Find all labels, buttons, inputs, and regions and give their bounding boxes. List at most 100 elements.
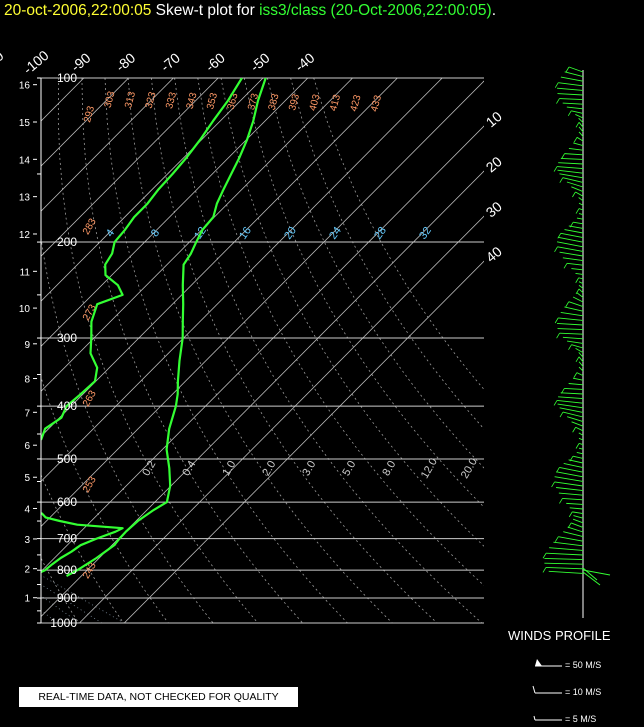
dry-adiabat-label: 313 <box>123 90 138 109</box>
wind-barb <box>566 106 584 110</box>
wind-barb <box>578 197 584 202</box>
wind-barb <box>572 455 584 459</box>
wind-barb <box>578 288 584 294</box>
wind-barb-flag <box>573 137 578 143</box>
wind-barb-flag <box>563 263 568 269</box>
winds-profile-title: WINDS PROFILE <box>508 628 611 643</box>
dry-adiabat-line <box>290 78 484 430</box>
wind-barb <box>557 322 584 326</box>
dry-adiabat-label: 293 <box>82 104 97 123</box>
wind-barb <box>544 562 584 565</box>
dry-adiabat-line <box>243 78 484 508</box>
wind-barb <box>571 110 584 114</box>
wind-barb <box>571 421 584 427</box>
wind-barb <box>559 332 584 335</box>
wind-barb <box>578 443 584 446</box>
wind-barb <box>558 396 584 400</box>
isotherm-line <box>41 78 174 212</box>
wind-barb-flag <box>568 511 573 518</box>
wind-barb <box>560 157 584 160</box>
wind-barb <box>578 356 584 363</box>
wind-barb <box>568 66 584 73</box>
wind-barb <box>576 217 584 220</box>
pressure-label: 200 <box>57 235 77 249</box>
height-km-label: 15 <box>19 118 31 129</box>
wind-barb-flag <box>553 400 558 406</box>
wind-barb <box>562 497 584 501</box>
wind-barb <box>578 281 584 285</box>
wind-barb-flag <box>575 122 580 128</box>
height-km-label: 1 <box>24 594 30 605</box>
wind-barb <box>549 547 584 551</box>
wind-barb <box>559 173 584 179</box>
wind-barb <box>564 387 584 390</box>
legend-barb <box>532 685 536 694</box>
isobars <box>41 77 484 624</box>
wind-barb <box>566 502 584 505</box>
legend-barb <box>533 715 536 721</box>
wind-barb <box>578 361 584 367</box>
wind-barb <box>557 87 584 91</box>
wind-barb <box>578 432 584 436</box>
pressure-label: 1000 <box>50 616 77 630</box>
surface-wind-barb <box>582 569 611 576</box>
height-km-label: 6 <box>24 441 30 452</box>
dry-adiabat-label: 403 <box>308 93 323 112</box>
moist-label: 5.0 <box>340 459 358 478</box>
wind-barb <box>568 301 584 308</box>
sounding-traces <box>41 78 267 577</box>
dry-adiabat-line <box>174 78 483 623</box>
wind-barb <box>568 459 584 464</box>
wind-barb <box>562 257 584 262</box>
surface-wind-barb <box>582 571 601 586</box>
right-temp-label: 30 <box>483 198 505 220</box>
wind-barb <box>562 102 584 105</box>
wind-barb-flag <box>575 443 580 449</box>
moist-adiabat-line <box>0 242 12 623</box>
legend-50ms: = 50 M/S <box>565 660 602 670</box>
isotherm-line <box>41 78 443 482</box>
wind-barb <box>560 311 584 317</box>
wind-barbs <box>542 66 611 618</box>
wind-barb-flag <box>573 372 578 378</box>
wind-barb <box>564 306 584 312</box>
wind-barb <box>573 221 584 225</box>
wind-barb <box>564 71 584 78</box>
isotherm-line <box>41 80 484 528</box>
height-km-label: 5 <box>24 473 30 484</box>
wind-barb <box>557 166 584 170</box>
wind-barb <box>570 522 584 528</box>
wind-barb-flag <box>554 246 558 253</box>
wind-barb <box>556 471 584 478</box>
wind-barb <box>578 447 584 450</box>
moist-adiabats <box>0 242 125 623</box>
wind-barb <box>557 246 584 252</box>
wind-legend-symbols <box>532 659 562 721</box>
wind-barb <box>578 366 584 372</box>
temperature-trace <box>65 78 267 577</box>
wind-barb-flag <box>572 427 576 433</box>
pressure-label: 300 <box>57 331 77 345</box>
mixing-ratio-labels: 4 8 12 16 20 24 28 32 <box>104 225 434 242</box>
surface-wind-barb <box>582 567 598 581</box>
wind-barb <box>548 570 584 574</box>
wind-barb <box>559 98 584 101</box>
wind-barb <box>562 177 584 183</box>
wind-barb-flag <box>554 82 559 88</box>
dry-adiabat-line <box>104 78 348 623</box>
top-temp-label: -50 <box>247 49 273 74</box>
title-prefix: Skew-t plot for <box>151 2 260 19</box>
wind-barb <box>578 117 584 123</box>
top-temp-label: -110 <box>0 47 7 77</box>
dry-adiabat-line <box>81 78 303 623</box>
height-km-label: 2 <box>24 565 30 576</box>
pressure-labels: 100 200 300 400 500 600 700 800 900 1000 <box>50 71 77 630</box>
height-km-label: 3 <box>24 535 30 546</box>
title-period: . <box>491 2 496 19</box>
wind-barb <box>558 162 584 165</box>
dry-adiabat-label: 413 <box>328 93 343 112</box>
title-time: (20-Oct-2006,22:00:05) <box>326 2 492 19</box>
wind-barb-flag <box>554 317 559 324</box>
wind-barb <box>575 114 584 119</box>
